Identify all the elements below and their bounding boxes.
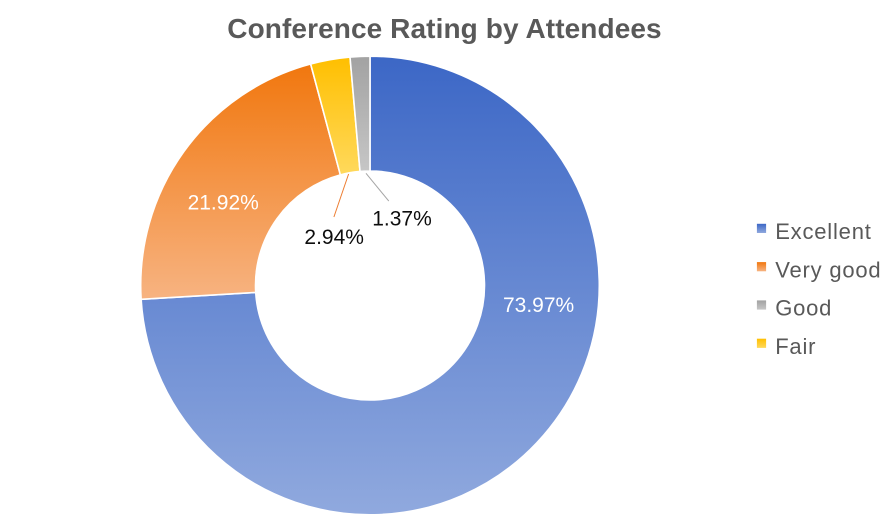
svg-text:Fair: Fair (775, 334, 816, 359)
svg-text:Very good: Very good (775, 257, 881, 282)
svg-text:1.37%: 1.37% (372, 207, 432, 230)
svg-text:Conference Rating by Attendees: Conference Rating by Attendees (227, 13, 661, 44)
svg-text:Excellent: Excellent (775, 219, 871, 244)
svg-text:21.92%: 21.92% (188, 192, 259, 215)
svg-text:Good: Good (775, 296, 832, 321)
svg-text:2.94%: 2.94% (304, 226, 364, 249)
svg-text:73.97%: 73.97% (503, 294, 574, 317)
